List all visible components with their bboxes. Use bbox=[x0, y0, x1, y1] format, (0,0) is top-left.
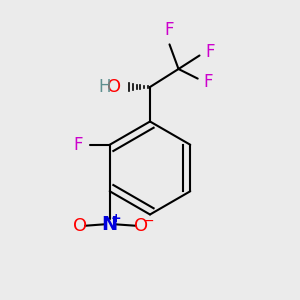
Text: O: O bbox=[73, 217, 87, 235]
Text: F: F bbox=[73, 136, 83, 154]
Text: F: F bbox=[165, 21, 174, 39]
Text: F: F bbox=[205, 44, 214, 62]
Text: F: F bbox=[203, 73, 213, 91]
Text: H: H bbox=[99, 78, 111, 96]
Text: +: + bbox=[111, 212, 122, 225]
Text: O: O bbox=[107, 78, 122, 96]
Text: −: − bbox=[143, 214, 154, 228]
Text: N: N bbox=[102, 215, 118, 234]
Text: O: O bbox=[134, 217, 148, 235]
